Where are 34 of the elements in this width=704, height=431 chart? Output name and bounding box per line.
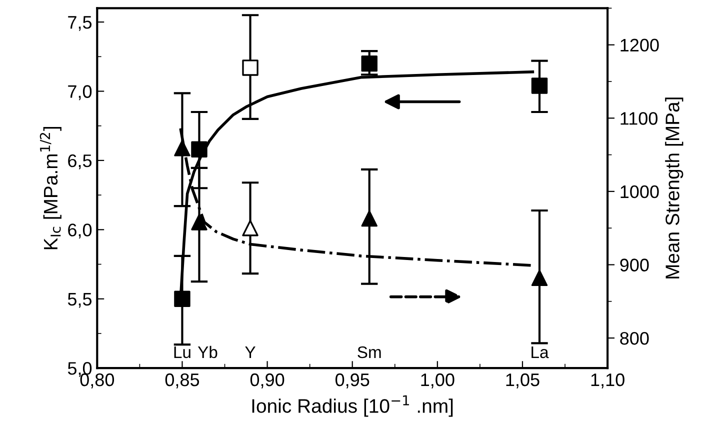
y2-tick-label: 1200 — [620, 38, 659, 52]
x-tick-label: 1,05 — [506, 373, 540, 388]
annotation: La — [532, 346, 549, 358]
y2-tick-label: 1100 — [620, 112, 658, 125]
x-tick-label: 0,85 — [165, 373, 200, 388]
annotation: Sm — [358, 346, 381, 358]
point — [242, 220, 258, 236]
annotation: Y — [245, 346, 256, 358]
y-tick-label: 5,5 — [68, 292, 92, 308]
y-tick-label: 7,5 — [68, 16, 92, 31]
annotation: Lu — [174, 346, 190, 358]
y-axis-title: K$_{Ic}$ [MPa.m$^{1/2}$] — [40, 127, 62, 250]
x-tick-label: 1,10 — [591, 373, 624, 388]
y-tick-label: 6,0 — [68, 224, 92, 239]
point — [174, 290, 190, 307]
x-axis-title: Ionic Radius [10$^{−1}$ .nm] — [252, 395, 453, 417]
point — [191, 141, 208, 158]
y2-tick-label: 900 — [620, 258, 649, 272]
point — [174, 140, 190, 156]
x-tick-label: 1,00 — [421, 373, 454, 388]
y2-axis-title: Mean Strength [MPa] — [665, 98, 684, 278]
y2-tick-label: 1000 — [620, 185, 659, 198]
annotation: Yb — [198, 346, 218, 358]
point — [191, 214, 208, 230]
y-tick-label: 6,5 — [68, 154, 92, 170]
point — [242, 60, 258, 76]
y-tick-label: 7,0 — [68, 85, 92, 100]
point — [361, 210, 378, 227]
y2-tick-label: 800 — [620, 332, 649, 345]
point — [531, 270, 548, 286]
x-tick-label: 0,95 — [335, 373, 370, 388]
point — [361, 55, 378, 72]
point — [531, 78, 548, 94]
x-tick-label: 0,90 — [250, 373, 284, 388]
